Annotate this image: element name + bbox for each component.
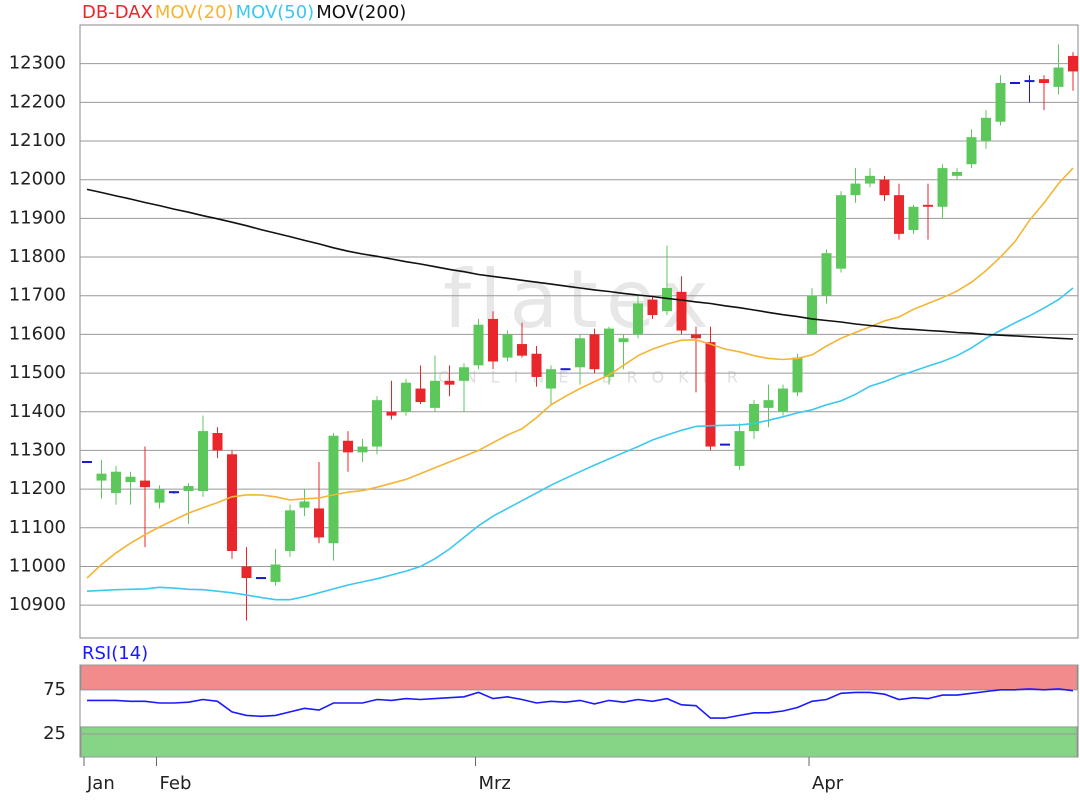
candle-body (633, 303, 643, 335)
candle-body (850, 183, 861, 196)
candle-body (937, 168, 948, 207)
candle-body (807, 295, 817, 335)
candle-body (792, 357, 803, 393)
y-tick-label: 11200 (9, 478, 66, 499)
zone (80, 726, 1078, 758)
candle-body (96, 473, 107, 481)
candle-body (908, 206, 919, 230)
legend-entry: MOV(50) (236, 2, 315, 23)
candle-body (662, 287, 672, 312)
legend-entry: MOV(200) (316, 2, 406, 23)
candle-body (285, 510, 295, 551)
candle-body (546, 369, 556, 389)
y-tick-label: 11400 (9, 401, 66, 422)
line-series (86, 287, 1074, 601)
y-tick-label: 11900 (9, 207, 66, 228)
candle-body (473, 324, 484, 366)
candle-body (647, 299, 658, 316)
candle-body (604, 328, 614, 377)
candle-body (749, 404, 759, 432)
candle-body (865, 175, 875, 184)
candle-body (111, 471, 121, 493)
candle-body (241, 566, 252, 579)
candle-body (502, 334, 513, 358)
y-tick-label: 11700 (9, 285, 66, 306)
y-tick-label: 12200 (9, 91, 66, 112)
candle-body (488, 318, 498, 362)
y-tick-label: 12000 (9, 169, 66, 190)
candle-body (415, 388, 426, 403)
x-tick-label: Mrz (479, 773, 511, 794)
candle-body (299, 501, 310, 508)
candle-body (401, 382, 411, 412)
candle-body (357, 446, 368, 453)
candle-body (1039, 79, 1049, 84)
candle-body (444, 380, 455, 385)
candle-body (691, 334, 701, 339)
candle-body (894, 195, 904, 234)
candle-body (1053, 67, 1064, 87)
line-series (86, 167, 1074, 579)
legend-entry: MOV(20) (155, 2, 234, 23)
candle-body (1068, 55, 1078, 72)
candle-body (966, 137, 977, 165)
candle-body (676, 291, 687, 331)
y-tick-label: 11500 (9, 362, 66, 383)
x-tick-label: Feb (160, 773, 192, 794)
candle-body (125, 476, 136, 483)
candle-body (981, 117, 991, 142)
candle-body (198, 431, 208, 492)
line-series (87, 688, 1074, 719)
candle-body (212, 433, 223, 451)
candle-body (879, 179, 890, 196)
y-tick-label: 11000 (9, 555, 66, 576)
candle-body (328, 435, 339, 544)
candle-body (952, 171, 962, 176)
y-tick-label: 12100 (9, 130, 66, 151)
candle-body (575, 338, 585, 368)
candle-body (705, 342, 716, 447)
candle-body (836, 195, 846, 269)
y-tick-label: 11100 (9, 517, 66, 538)
candle-body (821, 253, 832, 296)
legend-entry: RSI(14) (82, 643, 148, 664)
candle-body (618, 338, 629, 343)
candle-body (778, 388, 788, 412)
line-series (86, 188, 1074, 340)
candle-body (372, 400, 382, 447)
candle-body (763, 400, 774, 408)
legend-entry: DB-DAX (82, 2, 153, 23)
candle-body (183, 486, 194, 492)
candle-body (734, 431, 745, 466)
y-tick-label: 11300 (9, 439, 66, 460)
candle-body (154, 489, 165, 503)
y-tick-label: 11800 (9, 246, 66, 267)
watermark-sub: ONLINE BROKER (438, 368, 752, 387)
x-tick-label: Jan (86, 773, 115, 794)
y-tick-label: 10900 (9, 594, 66, 615)
price-panel (79, 24, 1079, 639)
x-tick-label: Apr (812, 773, 844, 794)
candle-body (430, 380, 440, 408)
candle-body (227, 454, 237, 551)
candle-body (923, 204, 933, 207)
candle-body (314, 508, 324, 538)
candle-body (270, 564, 281, 582)
candle-body (459, 367, 469, 381)
candle-body (531, 353, 542, 377)
candle-body (343, 440, 353, 453)
candle-body (517, 344, 527, 356)
y-tick-label: 11600 (9, 323, 66, 344)
candle-body (140, 480, 150, 488)
y-tick-label: 75 (43, 679, 66, 700)
candle-body (589, 334, 600, 370)
candle-body (386, 411, 397, 416)
zone (80, 664, 1078, 691)
y-tick-label: 25 (43, 723, 66, 744)
candle-body (995, 83, 1006, 122)
y-tick-label: 12300 (9, 53, 66, 74)
